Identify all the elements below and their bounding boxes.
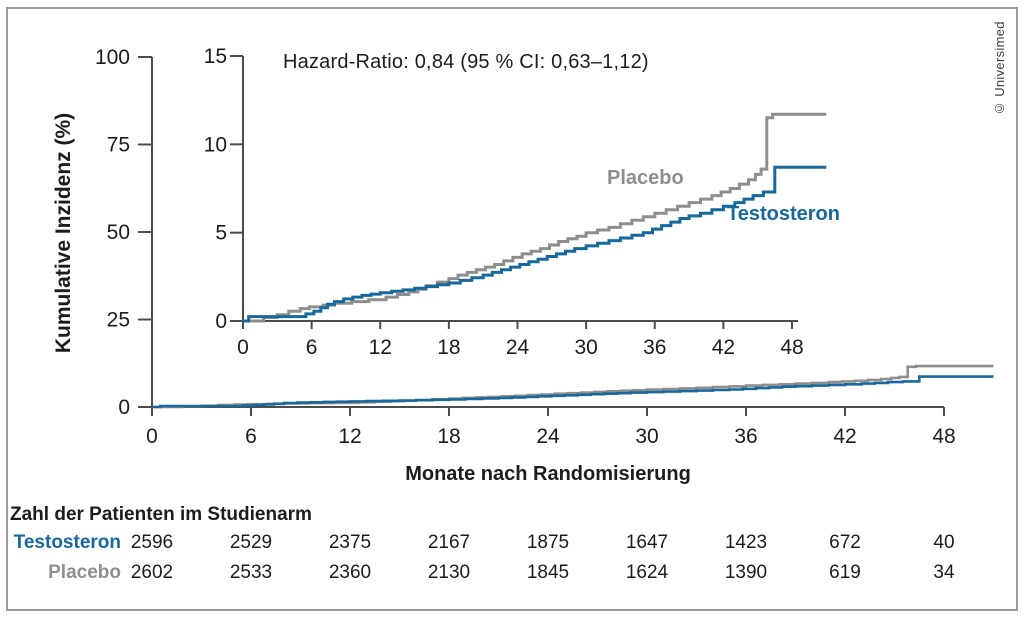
y-tick-label: 75 — [107, 134, 130, 157]
risk-count: 1423 — [724, 532, 768, 553]
inset-plot: 0 5 10 15 0 6 12 18 24 30 36 42 48 — [204, 45, 827, 359]
testosteron-curve — [152, 375, 994, 409]
risk-count: 1624 — [625, 562, 669, 583]
risk-count: 2533 — [229, 562, 273, 583]
risk-count: 2375 — [328, 532, 372, 553]
placebo-curve-label: Placebo — [607, 167, 684, 189]
risk-count: 40 — [933, 532, 955, 553]
y-tick-label: 0 — [118, 396, 130, 419]
y-axis-title: Kumulative Inzidenz (%) — [52, 112, 75, 354]
x-tick-label: 36 — [643, 336, 666, 359]
risk-row-label: Placebo — [48, 562, 121, 583]
x-tick-label: 18 — [437, 425, 460, 448]
risk-count: 619 — [829, 562, 861, 583]
copyright-note: © Universimed — [992, 21, 1007, 116]
testosteron-curve-label: Testosteron — [727, 203, 840, 225]
x-tick-label: 24 — [506, 336, 530, 359]
risk-count: 2602 — [130, 562, 174, 583]
risk-count: 2360 — [328, 562, 372, 583]
x-tick-label: 36 — [734, 425, 757, 448]
x-tick-label: 30 — [574, 336, 597, 359]
y-tick-label: 25 — [107, 309, 130, 332]
x-tick-label: 12 — [338, 425, 361, 448]
x-tick-label: 24 — [536, 425, 560, 448]
x-tick-label: 0 — [237, 336, 249, 359]
x-tick-label: 6 — [306, 336, 318, 359]
x-tick-label: 48 — [932, 425, 955, 448]
x-tick-label: 48 — [780, 336, 803, 359]
risk-count: 2167 — [427, 532, 471, 553]
risk-count: 2529 — [229, 532, 273, 553]
x-tick-label: 12 — [369, 336, 392, 359]
x-tick-label: 30 — [635, 425, 658, 448]
y-tick-label: 50 — [107, 221, 130, 244]
hazard-ratio-annotation: Hazard-Ratio: 0,84 (95 % CI: 0,63–1,12) — [283, 51, 649, 73]
x-tick-label: 0 — [146, 425, 158, 448]
risk-row-label: Testosteron — [13, 532, 121, 553]
y-tick-label: 15 — [204, 45, 227, 68]
y-tick-label: 0 — [215, 310, 227, 333]
y-tick-label: 5 — [215, 222, 227, 245]
risk-count: 2130 — [427, 562, 471, 583]
x-tick-label: 6 — [245, 425, 257, 448]
x-tick-label: 18 — [437, 336, 460, 359]
testosteron-curve — [243, 165, 827, 323]
risk-count: 1875 — [526, 532, 570, 553]
risk-count: 1647 — [625, 532, 669, 553]
y-tick-label: 10 — [204, 133, 227, 156]
risk-count: 1845 — [526, 562, 570, 583]
x-tick-label: 42 — [833, 425, 856, 448]
placebo-curve — [243, 112, 827, 323]
risk-count: 672 — [829, 532, 861, 553]
x-tick-label: 42 — [712, 336, 735, 359]
y-tick-label: 100 — [95, 46, 130, 69]
risk-table-title: Zahl der Patienten im Studienarm — [10, 504, 312, 525]
placebo-curve — [152, 364, 994, 409]
risk-count: 34 — [933, 562, 955, 583]
risk-count: 2596 — [130, 532, 174, 553]
x-axis-title: Monate nach Randomisierung — [405, 463, 691, 485]
risk-count: 1390 — [724, 562, 768, 583]
